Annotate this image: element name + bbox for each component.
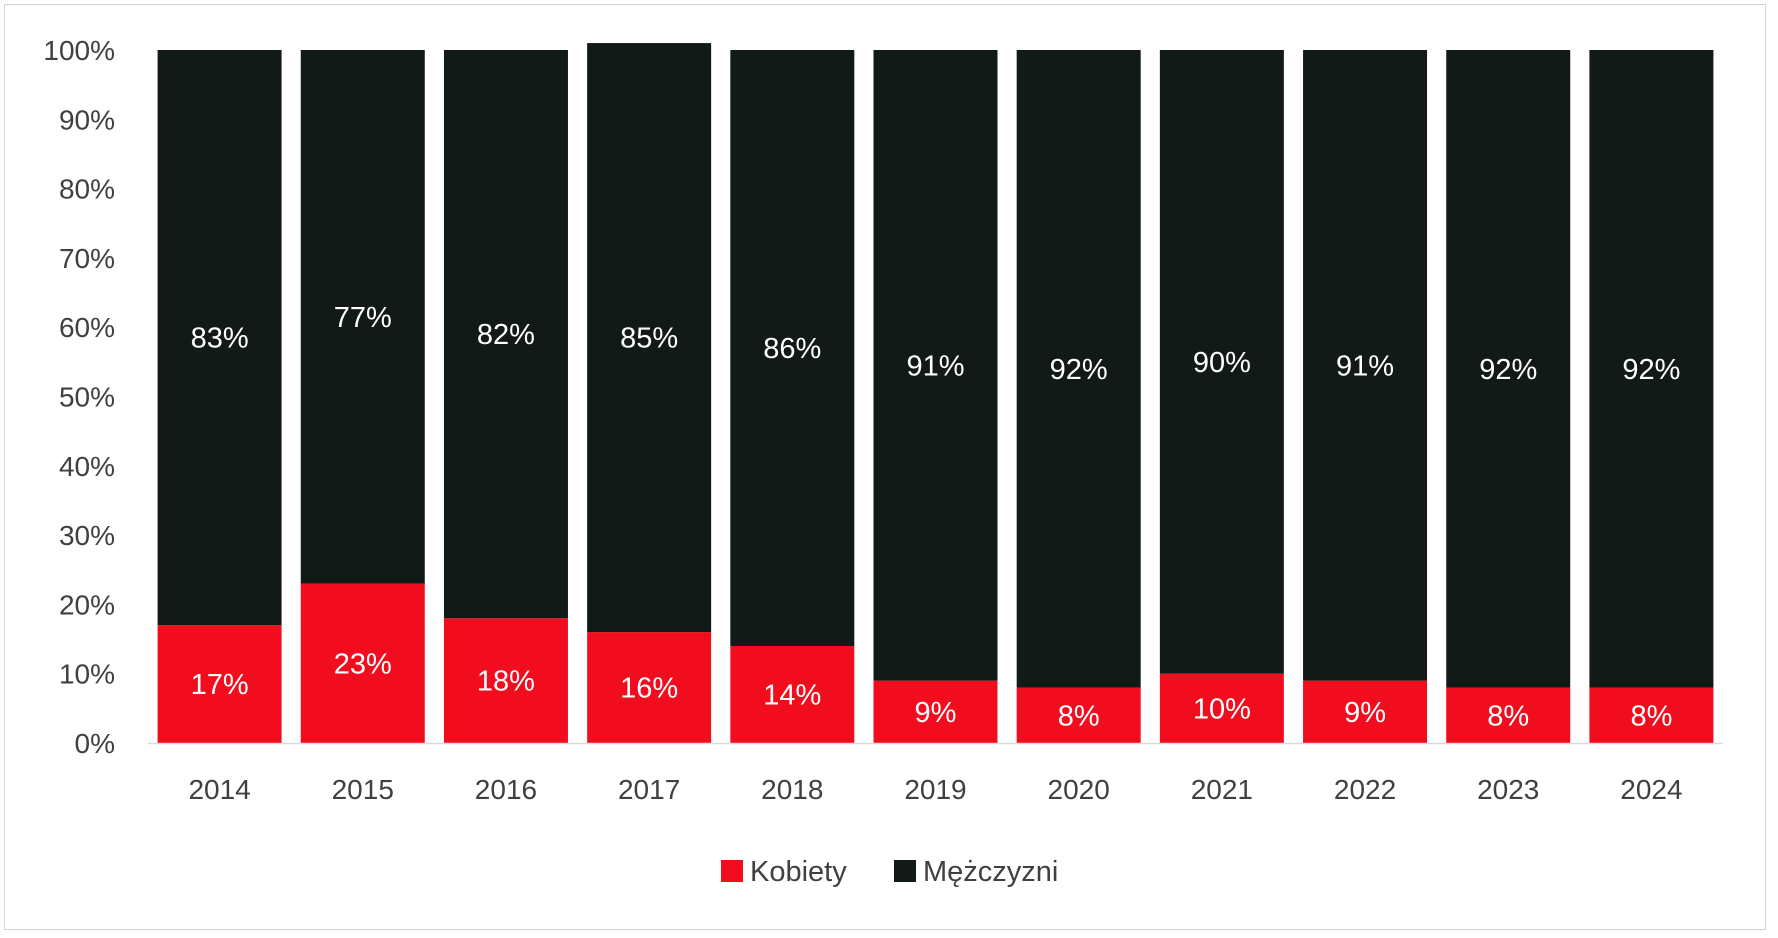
- data-label-mezczyzni: 86%: [763, 333, 821, 365]
- y-tick-label: 60%: [59, 312, 115, 343]
- data-label-kobiety: 8%: [1630, 700, 1672, 732]
- x-tick-label: 2019: [904, 774, 966, 805]
- data-label-kobiety: 14%: [763, 679, 821, 711]
- legend-swatch-kobiety: [721, 860, 743, 882]
- legend-label-kobiety: Kobiety: [750, 856, 847, 888]
- data-label-kobiety: 9%: [1344, 697, 1386, 729]
- legend-swatch-mezczyzni: [894, 860, 916, 882]
- bar-segment-mezczyzni: [443, 50, 568, 619]
- y-tick-label: 100%: [43, 35, 115, 66]
- data-label-mezczyzni: 91%: [906, 350, 964, 382]
- data-label-kobiety: 18%: [477, 666, 535, 698]
- data-label-kobiety: 16%: [620, 673, 678, 705]
- data-label-kobiety: 17%: [191, 669, 249, 701]
- bar-segment-mezczyzni: [1303, 50, 1428, 681]
- bar-segment-kobiety: [1016, 687, 1141, 743]
- bar-segment-kobiety: [443, 618, 568, 743]
- bar-segment-mezczyzni: [873, 50, 998, 681]
- bar-segment-mezczyzni: [157, 50, 282, 626]
- y-tick-label: 50%: [59, 382, 115, 413]
- y-tick-label: 0%: [75, 728, 115, 759]
- bar-segment-kobiety: [873, 680, 998, 743]
- x-tick-label: 2017: [618, 774, 680, 805]
- x-tick-label: 2018: [761, 774, 823, 805]
- bar-segment-mezczyzni: [730, 50, 855, 646]
- bar-segment-kobiety: [1446, 687, 1571, 743]
- data-label-mezczyzni: 92%: [1479, 354, 1537, 386]
- data-label-mezczyzni: 85%: [620, 323, 678, 355]
- data-label-kobiety: 9%: [915, 697, 957, 729]
- x-tick-label: 2023: [1477, 774, 1539, 805]
- y-tick-label: 90%: [59, 104, 115, 135]
- data-label-kobiety: 8%: [1487, 700, 1529, 732]
- data-label-kobiety: 23%: [334, 648, 392, 680]
- data-label-mezczyzni: 77%: [334, 302, 392, 334]
- y-tick-label: 80%: [59, 174, 115, 205]
- data-label-mezczyzni: 82%: [477, 319, 535, 351]
- bar-segment-mezczyzni: [1016, 50, 1141, 688]
- bar-segment-mezczyzni: [587, 43, 712, 633]
- y-tick-label: 70%: [59, 243, 115, 274]
- x-tick-label: 2021: [1191, 774, 1253, 805]
- y-tick-label: 30%: [59, 520, 115, 551]
- data-label-kobiety: 8%: [1058, 700, 1100, 732]
- bar-segment-kobiety: [1589, 687, 1714, 743]
- legend-label-mezczyzni: Mężczyzni: [923, 856, 1058, 888]
- x-tick-label: 2022: [1334, 774, 1396, 805]
- bar-segment-kobiety: [587, 632, 712, 743]
- data-label-mezczyzni: 91%: [1336, 350, 1394, 382]
- x-tick-label: 2024: [1620, 774, 1682, 805]
- data-label-mezczyzni: 90%: [1193, 347, 1251, 379]
- data-label-mezczyzni: 92%: [1622, 354, 1680, 386]
- x-tick-label: 2015: [332, 774, 394, 805]
- data-label-mezczyzni: 83%: [191, 323, 249, 355]
- x-tick-label: 2016: [475, 774, 537, 805]
- bar-segment-kobiety: [157, 625, 282, 743]
- bar-segment-mezczyzni: [1589, 50, 1714, 688]
- y-tick-label: 10%: [59, 659, 115, 690]
- x-tick-label: 2014: [188, 774, 250, 805]
- bar-segment-mezczyzni: [1159, 50, 1284, 674]
- bar-segment-kobiety: [1303, 680, 1428, 743]
- bar-segment-mezczyzni: [1446, 50, 1571, 688]
- y-tick-label: 40%: [59, 451, 115, 482]
- x-tick-label: 2020: [1048, 774, 1110, 805]
- bar-segment-kobiety: [300, 583, 425, 743]
- bar-segment-kobiety: [730, 645, 855, 743]
- bar-segment-mezczyzni: [300, 50, 425, 584]
- data-label-mezczyzni: 92%: [1050, 354, 1108, 386]
- data-label-kobiety: 10%: [1193, 693, 1251, 725]
- bar-segment-kobiety: [1159, 673, 1284, 743]
- y-tick-label: 20%: [59, 589, 115, 620]
